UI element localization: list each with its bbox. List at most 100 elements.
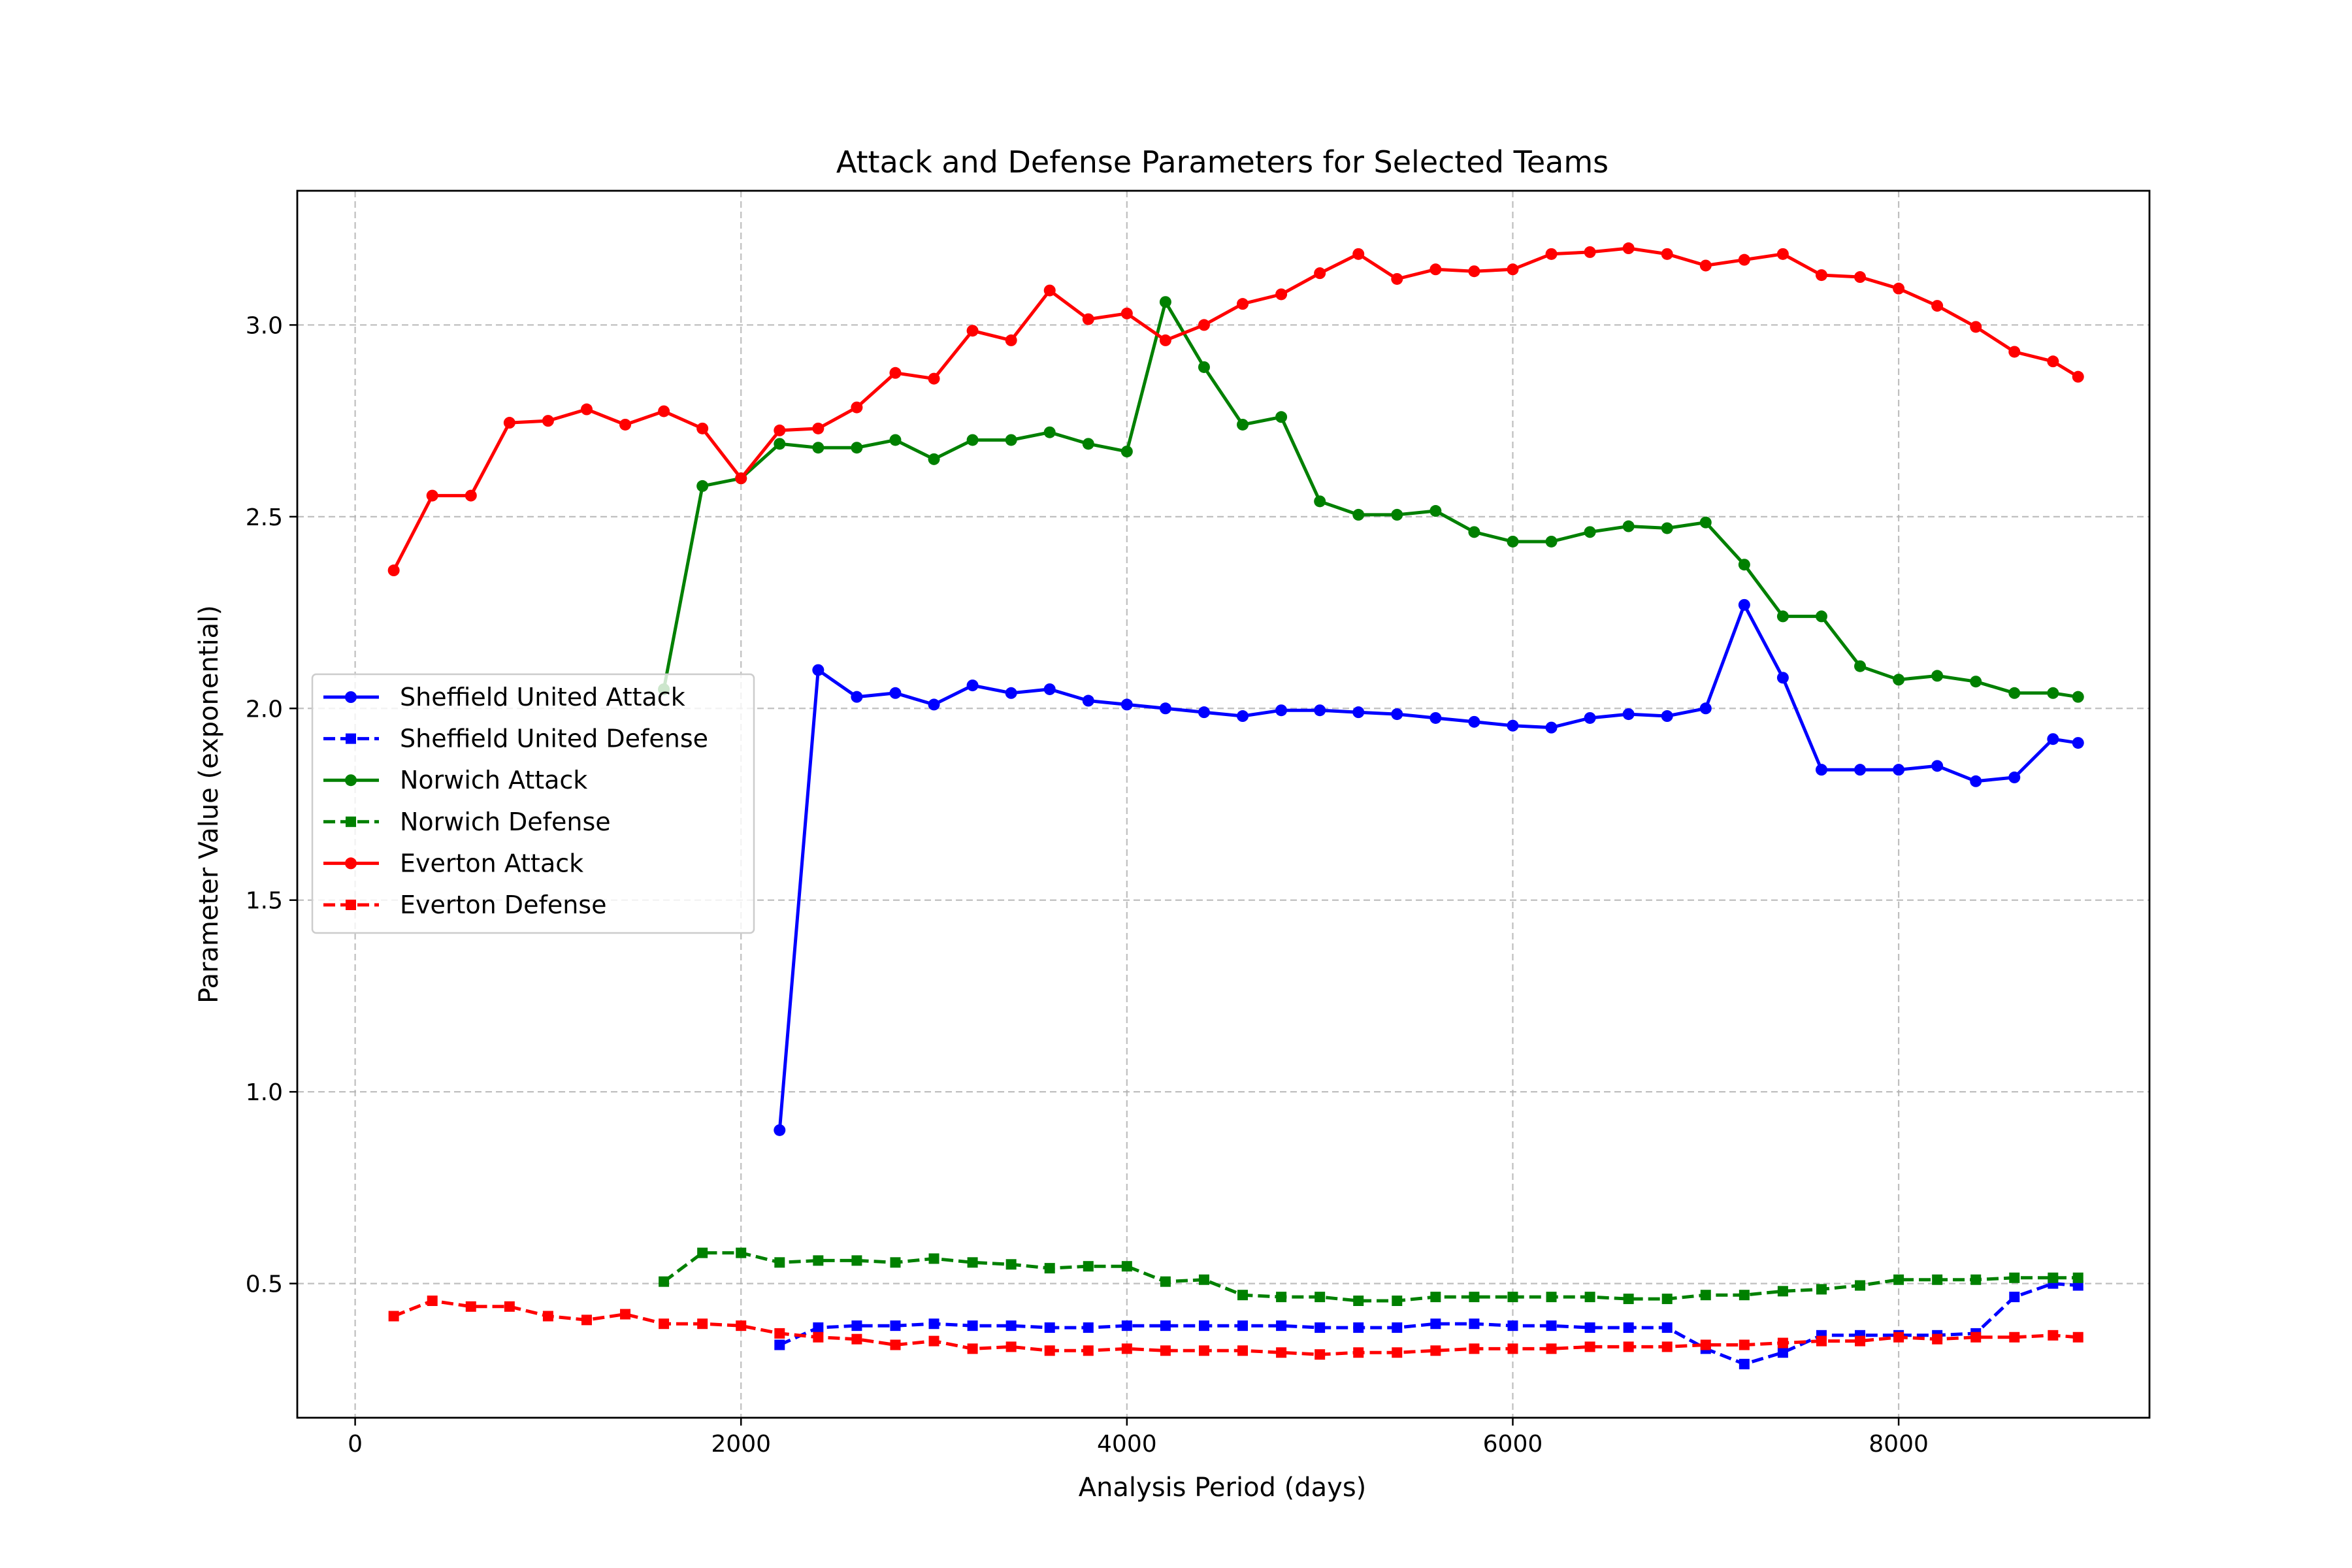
legend-label: Everton Defense <box>400 890 606 919</box>
norwich-attack-point <box>1468 526 1480 538</box>
everton-defense-point <box>1237 1345 1249 1356</box>
sheffield-united-attack-point <box>1314 704 1326 717</box>
norwich-attack-point <box>1931 670 1944 682</box>
everton-attack-point <box>1237 298 1249 310</box>
everton-attack-point <box>1854 271 1867 284</box>
sheffield-united-defense-point <box>1623 1322 1634 1333</box>
legend-box <box>311 673 755 934</box>
everton-attack-point <box>1815 269 1827 282</box>
everton-defense-point <box>504 1301 515 1312</box>
everton-attack-point <box>928 372 940 385</box>
sheffield-united-attack-point <box>1661 710 1673 723</box>
everton-attack-point <box>774 424 786 436</box>
everton-attack-point <box>1429 263 1442 276</box>
everton-defense-point <box>1507 1343 1518 1354</box>
sheffield-united-attack-point <box>812 664 825 676</box>
x-axis-label: Analysis Period (days) <box>1079 1473 1367 1503</box>
sheffield-united-attack-point <box>1159 702 1171 715</box>
norwich-defense-point <box>1353 1296 1364 1307</box>
everton-defense-point <box>1932 1333 1943 1345</box>
norwich-defense-point <box>851 1255 862 1266</box>
series-everton-attack <box>387 242 2084 577</box>
norwich-defense-point <box>774 1257 785 1268</box>
legend-items: Sheffield United Attack Sheffield United … <box>323 683 708 919</box>
norwich-defense-point <box>1777 1286 1788 1297</box>
y-tick-label: 2.0 <box>246 696 283 723</box>
norwich-attack-point <box>1893 674 1905 686</box>
sheffield-united-attack-point <box>774 1124 786 1136</box>
norwich-attack-point <box>812 442 825 454</box>
sheffield-united-defense-point <box>1237 1320 1249 1331</box>
norwich-attack-point <box>1970 676 1982 688</box>
sheffield-united-defense-point <box>1392 1322 1403 1333</box>
everton-defense-point <box>2072 1331 2083 1343</box>
everton-defense-point <box>1315 1349 1326 1360</box>
sheffield-united-attack-point <box>1584 711 1596 724</box>
sheffield-united-attack-point <box>1429 711 1442 724</box>
norwich-defense-point <box>736 1247 747 1258</box>
sheffield-united-defense-point <box>1353 1322 1364 1333</box>
sheffield-united-attack-point <box>1776 672 1789 684</box>
everton-attack-point <box>2008 346 2021 358</box>
sheffield-united-defense-point <box>774 1339 785 1350</box>
everton-attack-point <box>1159 334 1171 346</box>
sheffield-united-defense-point <box>1739 1358 1750 1369</box>
norwich-defense-point <box>1198 1274 1209 1285</box>
legend-item-everton-attack: Everton Attack <box>323 849 583 877</box>
norwich-attack-point <box>889 434 902 446</box>
everton-defense-point <box>388 1311 399 1322</box>
norwich-attack-point <box>1738 559 1750 571</box>
everton-defense-point <box>465 1301 476 1312</box>
norwich-attack-point <box>1237 418 1249 431</box>
everton-attack-point <box>465 489 477 502</box>
norwich-defense-point <box>697 1247 708 1258</box>
series-everton-defense <box>388 1296 2083 1360</box>
sheffield-united-defense-point <box>1044 1322 1055 1333</box>
norwich-defense-point <box>659 1276 670 1287</box>
sheffield-united-attack-point <box>1237 710 1249 723</box>
everton-defense-point <box>1661 1341 1673 1352</box>
everton-defense-point <box>2048 1330 2059 1341</box>
everton-defense-point <box>1469 1343 1480 1354</box>
sheffield-united-defense-point <box>1546 1320 1557 1331</box>
sheffield-united-defense-point <box>1121 1320 1132 1331</box>
y-tick-label: 2.5 <box>246 504 283 531</box>
sheffield-united-attack-point <box>1005 687 1017 699</box>
everton-defense-point <box>1739 1339 1750 1350</box>
everton-attack-point <box>1699 259 1712 272</box>
sheffield-united-defense-point <box>1276 1320 1287 1331</box>
sheffield-united-defense-point <box>1507 1320 1518 1331</box>
norwich-attack-point <box>1507 535 1519 547</box>
sheffield-united-attack-point <box>1893 764 1905 776</box>
legend-swatch-marker <box>346 900 356 910</box>
everton-attack-point <box>658 405 670 417</box>
everton-attack-point <box>1584 246 1596 258</box>
everton-attack-point <box>1352 248 1365 260</box>
everton-attack-point <box>1661 248 1673 260</box>
everton-attack-point <box>1931 300 1944 312</box>
sheffield-united-attack-point <box>1468 715 1480 728</box>
norwich-attack-point <box>1198 361 1210 373</box>
everton-attack-point <box>1776 248 1789 260</box>
y-tick-label: 0.5 <box>246 1271 283 1298</box>
everton-defense-point <box>967 1343 978 1354</box>
legend-swatch-marker <box>345 691 357 703</box>
everton-defense-point <box>1816 1335 1827 1347</box>
everton-attack-point <box>1198 319 1210 331</box>
everton-attack-point <box>1314 267 1326 280</box>
everton-attack-point <box>1043 284 1056 297</box>
norwich-defense-point <box>1855 1280 1866 1291</box>
everton-attack-point <box>1970 321 1982 333</box>
legend-swatch-marker <box>345 774 357 787</box>
norwich-attack-point <box>1815 610 1827 623</box>
legend-item-norwich-defense: Norwich Defense <box>323 808 611 836</box>
axes-frame <box>296 189 2151 1419</box>
norwich-attack-point <box>2008 687 2021 699</box>
legend-swatch-marker <box>346 733 356 744</box>
legend-label: Norwich Attack <box>400 766 587 794</box>
everton-defense-point <box>890 1339 901 1350</box>
sheffield-united-attack-point <box>2047 733 2059 745</box>
sheffield-united-defense-point <box>1584 1322 1595 1333</box>
norwich-attack-point <box>966 434 979 446</box>
sheffield-united-defense-point <box>1083 1322 1094 1333</box>
